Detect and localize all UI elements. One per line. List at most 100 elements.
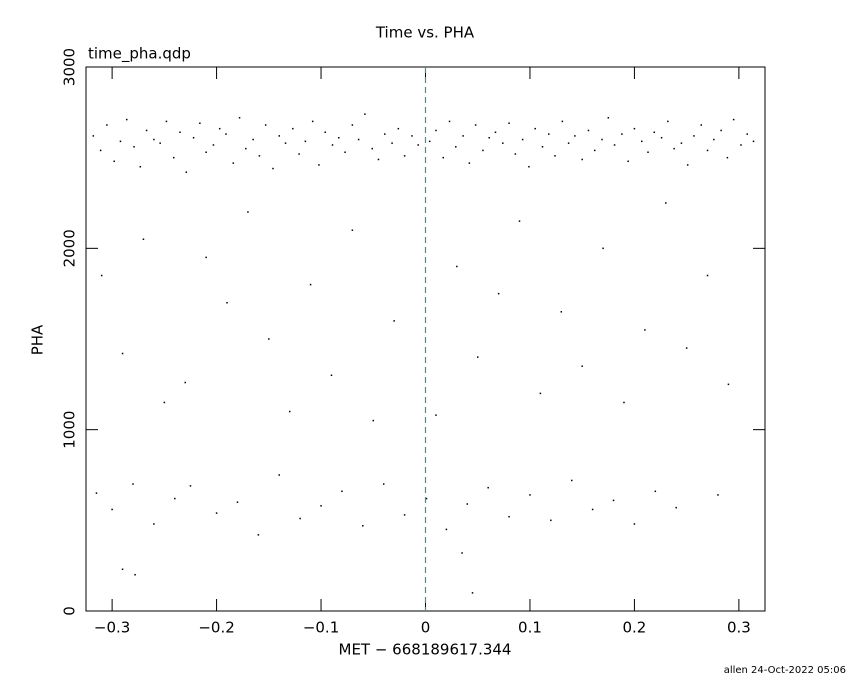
point [330,374,333,377]
point [341,490,343,493]
point [474,124,477,126]
point [746,133,748,135]
point [621,133,623,135]
point [497,292,500,295]
point [667,120,669,123]
point [205,151,207,153]
point [284,142,287,144]
point [528,165,530,168]
point [357,138,360,141]
point [351,124,354,126]
point [247,211,249,213]
point [238,117,241,119]
point [159,142,161,144]
point [482,149,484,152]
point [720,129,722,132]
x-tick-label: 0.2 [622,619,646,637]
point [717,494,719,496]
point [468,162,471,164]
point [174,497,176,500]
point [121,352,124,355]
point [456,265,458,268]
point [393,320,395,322]
point [172,156,175,159]
point [686,164,689,166]
point [706,149,709,152]
point [292,127,294,130]
point [435,414,437,416]
point [309,283,312,286]
point [258,155,261,157]
point [591,508,594,511]
point [653,131,656,134]
point [554,155,556,157]
point [391,142,393,144]
point [627,160,629,163]
point [461,552,463,554]
point [574,135,576,137]
y-tick-label: 3000 [61,48,79,86]
point [518,220,521,222]
point [252,138,254,141]
point [462,135,464,137]
point [647,151,649,153]
x-tick-label: 0.1 [518,619,542,637]
point [593,149,596,152]
point [351,229,354,231]
point [428,140,431,143]
point [581,158,583,161]
point [324,131,326,134]
x-axis-label: MET − 668189617.344 [339,641,512,659]
point [455,146,457,148]
point [567,142,570,144]
point [205,256,207,259]
point [218,127,221,130]
point [268,338,270,340]
point [184,381,186,384]
point [613,144,616,146]
point [153,523,155,525]
point [514,153,517,155]
point [601,138,603,141]
point [673,147,675,150]
point [133,146,135,148]
point [344,151,346,153]
point [448,120,451,123]
y-axis-label: PHA [29,324,47,355]
point [95,492,98,494]
point [633,127,636,130]
point [732,118,735,121]
point [411,135,413,137]
point [377,158,380,161]
point [541,146,544,148]
point [612,499,615,502]
point [257,534,260,536]
point [142,238,145,241]
point [403,514,406,516]
point [92,135,95,137]
point [445,528,448,531]
point [165,120,168,123]
point [706,274,709,277]
point [212,144,215,146]
point [602,247,604,250]
point [338,136,340,139]
point [236,501,239,503]
y-tick-label: 1000 [61,411,79,449]
point [640,140,643,143]
point [397,127,400,130]
point [570,479,573,482]
point [189,485,192,487]
point [278,474,281,476]
point [382,483,385,485]
x-tick-label: 0 [421,619,431,637]
point [199,122,201,124]
point [99,149,102,152]
y-tick-label: 2000 [61,229,79,267]
point [364,113,366,115]
point [403,155,406,157]
point [134,573,136,576]
point [494,131,497,134]
point [435,129,437,132]
point [139,165,142,168]
